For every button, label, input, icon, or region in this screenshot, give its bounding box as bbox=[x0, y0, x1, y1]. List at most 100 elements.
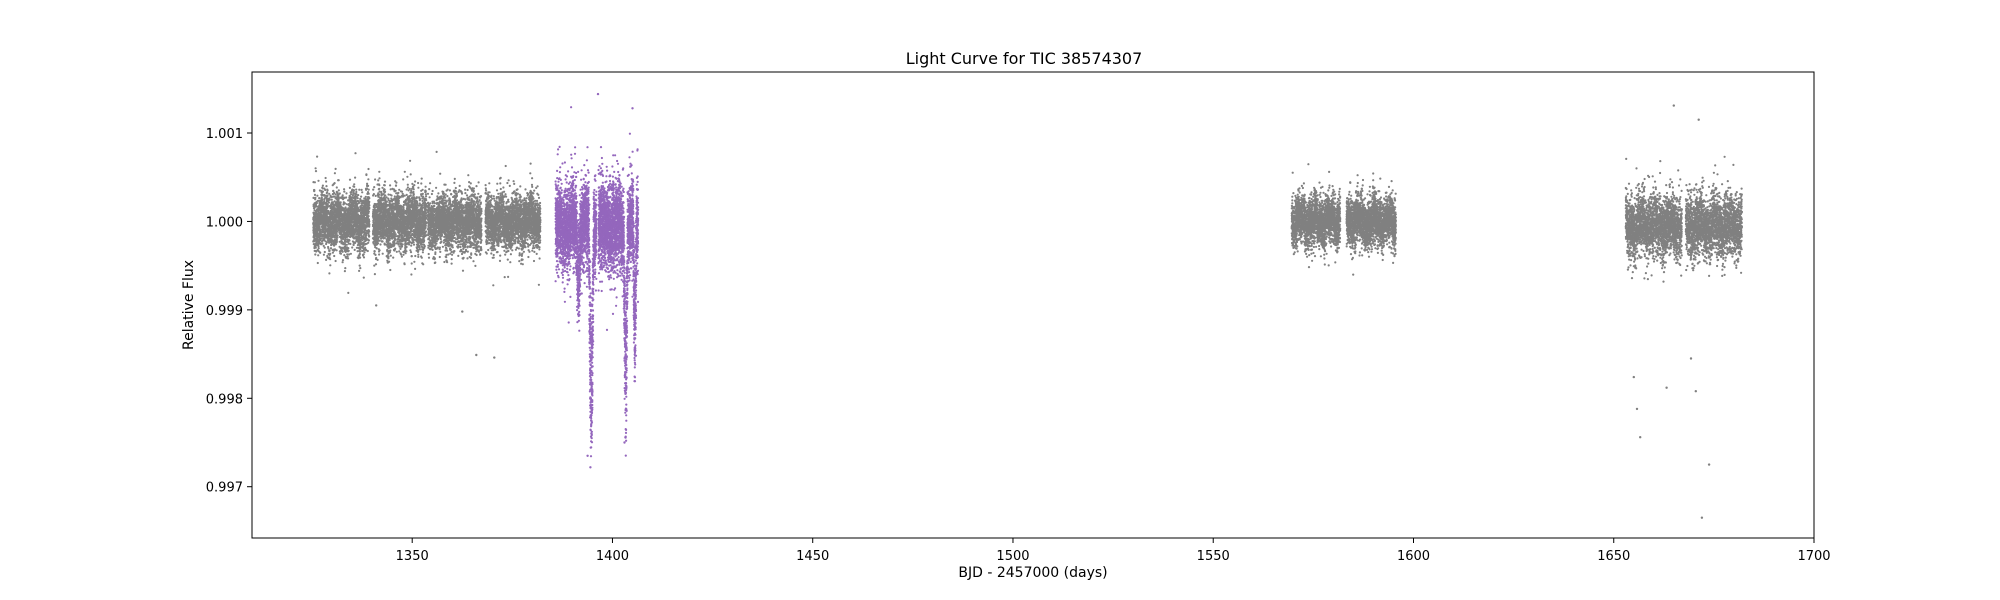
data-point bbox=[324, 251, 326, 253]
data-point bbox=[360, 196, 362, 198]
data-point bbox=[336, 232, 338, 234]
data-point bbox=[388, 261, 390, 263]
data-point bbox=[314, 181, 316, 183]
data-point bbox=[340, 253, 342, 255]
data-point bbox=[410, 251, 412, 253]
data-point bbox=[368, 204, 370, 206]
data-point bbox=[342, 259, 344, 261]
data-point bbox=[315, 167, 317, 169]
data-point bbox=[416, 215, 418, 217]
data-point bbox=[359, 253, 361, 255]
data-point bbox=[335, 260, 337, 262]
data-point bbox=[335, 243, 337, 245]
data-point bbox=[365, 196, 367, 198]
data-point bbox=[367, 242, 369, 244]
data-point bbox=[395, 184, 397, 186]
data-point bbox=[353, 244, 355, 246]
data-point bbox=[406, 246, 408, 248]
data-point bbox=[349, 179, 351, 181]
data-point bbox=[332, 190, 334, 192]
data-point bbox=[338, 189, 340, 191]
data-point bbox=[368, 211, 370, 213]
data-point bbox=[322, 191, 324, 193]
data-point bbox=[354, 249, 356, 251]
data-point bbox=[347, 255, 349, 257]
data-point bbox=[359, 265, 361, 267]
data-point bbox=[321, 242, 323, 244]
data-point bbox=[410, 230, 412, 232]
data-point bbox=[368, 197, 370, 199]
data-point bbox=[398, 200, 400, 202]
data-point bbox=[336, 249, 338, 251]
data-point bbox=[339, 192, 341, 194]
data-point bbox=[413, 244, 415, 246]
data-point bbox=[413, 184, 415, 186]
data-point bbox=[405, 252, 407, 254]
data-point bbox=[404, 171, 406, 173]
data-point bbox=[413, 241, 415, 243]
data-point bbox=[318, 197, 320, 199]
data-point bbox=[420, 244, 422, 246]
data-point bbox=[318, 247, 320, 249]
data-point bbox=[378, 188, 380, 190]
data-point bbox=[332, 252, 334, 254]
data-point bbox=[346, 253, 348, 255]
data-point bbox=[354, 152, 356, 154]
data-point bbox=[321, 199, 323, 201]
data-point bbox=[402, 254, 404, 256]
data-point bbox=[317, 180, 319, 182]
data-point bbox=[367, 250, 369, 252]
data-point bbox=[343, 188, 345, 190]
data-point bbox=[328, 193, 330, 195]
data-point bbox=[347, 247, 349, 249]
data-point bbox=[384, 237, 386, 239]
data-point bbox=[404, 195, 406, 197]
data-point bbox=[312, 197, 314, 199]
data-point bbox=[361, 189, 363, 191]
data-point bbox=[367, 168, 369, 170]
data-point bbox=[395, 239, 397, 241]
data-point bbox=[313, 189, 315, 191]
data-point bbox=[374, 207, 376, 209]
data-point bbox=[375, 257, 377, 259]
data-point bbox=[327, 203, 329, 205]
data-point bbox=[407, 186, 409, 188]
data-point bbox=[414, 268, 416, 270]
data-point bbox=[406, 194, 408, 196]
data-point bbox=[316, 195, 318, 197]
data-point bbox=[327, 247, 329, 249]
data-point bbox=[384, 191, 386, 193]
data-point bbox=[343, 191, 345, 193]
data-point bbox=[421, 257, 423, 259]
data-point bbox=[314, 194, 316, 196]
data-point bbox=[325, 259, 327, 261]
data-point bbox=[365, 234, 367, 236]
data-point bbox=[317, 254, 319, 256]
data-point bbox=[324, 189, 326, 191]
data-point bbox=[391, 194, 393, 196]
data-point bbox=[417, 182, 419, 184]
data-point bbox=[378, 171, 380, 173]
data-point bbox=[407, 184, 409, 186]
data-point bbox=[410, 273, 412, 275]
data-point bbox=[379, 249, 381, 251]
data-point bbox=[397, 192, 399, 194]
data-point bbox=[319, 226, 321, 228]
data-point bbox=[335, 168, 337, 170]
data-point bbox=[379, 240, 381, 242]
data-point bbox=[329, 199, 331, 201]
data-point bbox=[411, 183, 413, 185]
data-point bbox=[417, 250, 419, 252]
data-point bbox=[411, 255, 413, 257]
data-point bbox=[409, 188, 411, 190]
data-point bbox=[374, 254, 376, 256]
data-point bbox=[421, 200, 423, 202]
data-point bbox=[329, 249, 331, 251]
data-point bbox=[387, 256, 389, 258]
data-point bbox=[377, 242, 379, 244]
data-point bbox=[411, 262, 413, 264]
data-point bbox=[422, 263, 424, 265]
data-point bbox=[325, 185, 327, 187]
data-point bbox=[382, 240, 384, 242]
